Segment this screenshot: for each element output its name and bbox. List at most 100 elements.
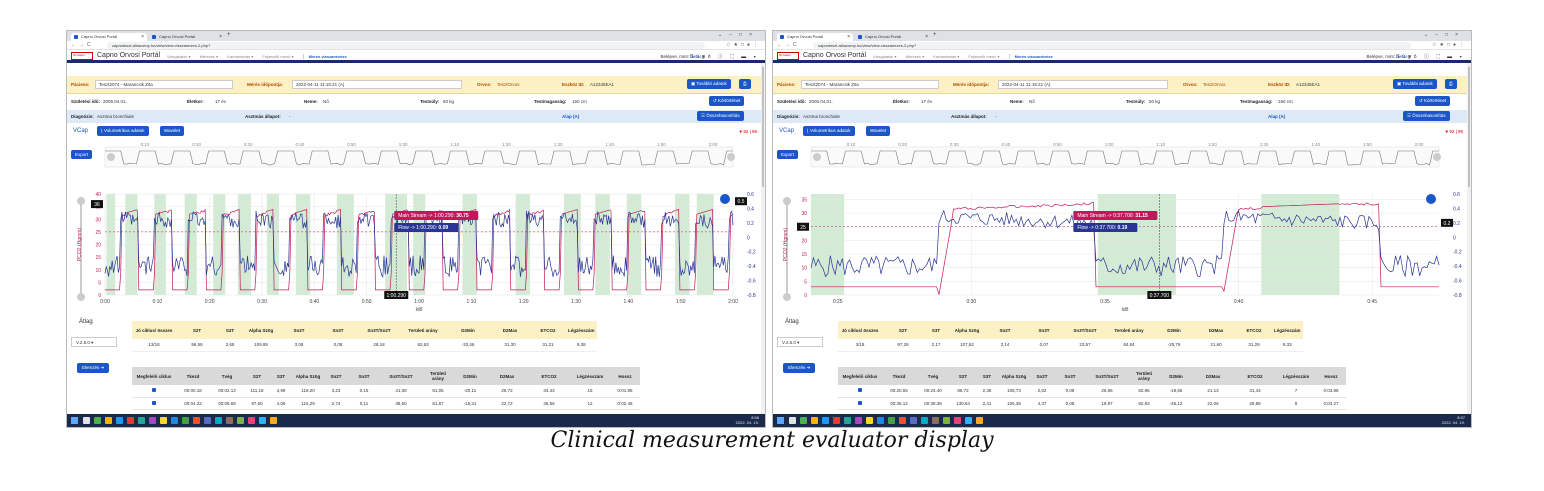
cycles-col-header[interactable]: D2Min xyxy=(454,367,486,385)
summary-col-header[interactable]: D2Min xyxy=(446,321,490,339)
menu-fejlesztoi[interactable]: Fejlesztői menü ▾ xyxy=(262,54,294,59)
cycles-col-header[interactable]: Sn3T xyxy=(1054,367,1086,385)
system-tray[interactable]: 8:58 2022. 04. 19. xyxy=(736,415,759,425)
summary-col-header[interactable]: Jó ciklus/ összes xyxy=(132,321,176,339)
version-select[interactable]: V.2.6.0 ▾ xyxy=(71,337,117,347)
taskbar-app-icon[interactable] xyxy=(193,417,200,424)
meas-time-select[interactable]: 2022-04-11 11:15:21 (A) xyxy=(292,80,462,89)
cycles-col-header[interactable]: ETCO2 xyxy=(528,367,570,385)
zoom-slider-bottom[interactable] xyxy=(783,293,791,301)
close-tab-icon[interactable]: × xyxy=(141,34,144,40)
cycle-checkbox-cell[interactable] xyxy=(838,397,882,410)
window-controls[interactable]: ⌄−□× xyxy=(717,32,759,38)
volumetric-button[interactable]: ⌊ Volumetrikus adatok xyxy=(97,126,149,136)
menu-fejlesztoi[interactable]: Fejlesztői menü ▾ xyxy=(968,54,1000,59)
taskbar-app-icon[interactable] xyxy=(259,417,266,424)
overview-handle-right[interactable] xyxy=(727,153,735,161)
scrollbar-thumb[interactable] xyxy=(1468,67,1470,187)
taskbar-app-icon[interactable] xyxy=(248,417,255,424)
taskbar-app-icon[interactable] xyxy=(800,417,807,424)
taskbar-app-icon[interactable] xyxy=(237,417,244,424)
summary-col-header[interactable]: D2Max xyxy=(490,321,530,339)
taskbar-app-icon[interactable] xyxy=(866,417,873,424)
zoom-slider-top[interactable] xyxy=(77,197,85,205)
summary-col-header[interactable]: Sn3T/Sn2T xyxy=(1064,321,1106,339)
menu-meresek[interactable]: Mérések ▾ xyxy=(199,54,219,59)
analyze-button[interactable]: Elemzés ➔ xyxy=(783,363,816,373)
summary-col-header[interactable]: Légzésszám xyxy=(566,321,597,339)
taskbar-app-icon[interactable] xyxy=(877,417,884,424)
summary-col-header[interactable]: D2Max xyxy=(1196,321,1236,339)
summary-col-header[interactable]: Sn3T xyxy=(1024,321,1064,339)
overview-handle-right[interactable] xyxy=(1433,153,1441,161)
browser-tab[interactable]: Capno Orvosi Portál × xyxy=(149,33,225,41)
summary-col-header[interactable]: Sn2T xyxy=(986,321,1024,339)
taskbar-app-icon[interactable] xyxy=(270,417,277,424)
compare-button[interactable]: ☰ Összehasonlítás xyxy=(1403,111,1450,121)
summary-col-header[interactable]: ETCO2 xyxy=(530,321,566,339)
taskbar-app-icon[interactable] xyxy=(899,417,906,424)
wavelet-button[interactable]: Wavelet xyxy=(160,126,185,136)
cycles-col-header[interactable]: Sn2T xyxy=(1030,367,1054,385)
zoom-slider-top[interactable] xyxy=(783,197,791,205)
summary-col-header[interactable]: Alpha Szög xyxy=(948,321,986,339)
export-button[interactable]: Export xyxy=(71,150,93,159)
patient-select[interactable]: Teszt2074 - Marancsik Zita xyxy=(801,80,939,89)
taskbar-app-icon[interactable] xyxy=(833,417,840,424)
more-data-button[interactable]: ▣ További adatok xyxy=(1393,79,1437,89)
summary-col-header[interactable]: S3T xyxy=(924,321,948,339)
taskbar-app-icon[interactable] xyxy=(226,417,233,424)
taskbar-app-icon[interactable] xyxy=(171,417,178,424)
taskbar-app-icon[interactable] xyxy=(811,417,818,424)
login-user[interactable]: demo xyxy=(690,54,702,59)
new-tab-icon[interactable]: + xyxy=(227,32,231,38)
cycles-col-header[interactable]: Alpha Szög xyxy=(998,367,1030,385)
overview-navigator[interactable]: 0:10 0:20 0:30 0:40 0:50 1:00 1:10 1:20 1:30 1:40… xyxy=(104,142,735,168)
cycles-col-header[interactable]: Területi arány xyxy=(422,367,454,385)
taskbar-app-icon[interactable] xyxy=(215,417,222,424)
page-scrollbar[interactable] xyxy=(761,63,765,414)
summary-col-header[interactable]: ETCO2 xyxy=(1236,321,1272,339)
taskbar-app-icon[interactable] xyxy=(149,417,156,424)
extension-icons[interactable]: ☆★□●⋮ xyxy=(1431,42,1467,48)
summary-col-header[interactable]: Területi arány xyxy=(400,321,446,339)
cycles-col-header[interactable]: D2Min xyxy=(1160,367,1192,385)
cycles-col-header[interactable]: D2Max xyxy=(486,367,528,385)
taskbar-app-icon[interactable] xyxy=(921,417,928,424)
cycles-col-header[interactable]: Légzésszám xyxy=(570,367,610,385)
windows-start-icon[interactable] xyxy=(777,417,784,424)
help-menu[interactable]: Súgó ⓘ ⛶ ▬ ▾ xyxy=(1395,54,1465,60)
system-tray[interactable]: 8:57 2022. 04. 19. xyxy=(1442,415,1465,425)
taskbar-app-icon[interactable] xyxy=(116,417,123,424)
wavelet-button[interactable]: Wavelet xyxy=(866,126,891,136)
taskbar-app-icon[interactable] xyxy=(844,417,851,424)
extension-icons[interactable]: ☆★□●⋮ xyxy=(725,42,761,48)
cycle-checkbox[interactable] xyxy=(858,400,862,405)
taskbar-app-icon[interactable] xyxy=(160,417,167,424)
taskbar-app-icon[interactable] xyxy=(965,417,972,424)
taskbar-app-icon[interactable] xyxy=(105,417,112,424)
menu-karbantartas[interactable]: Karbantartás ▾ xyxy=(227,54,254,59)
history-button[interactable]: ↺ Kórtörténet xyxy=(1415,96,1451,106)
menu-vizsgalatok[interactable]: Vizsgálatok ▾ xyxy=(167,54,191,59)
cycle-checkbox-cell[interactable] xyxy=(838,385,882,398)
cycles-col-header[interactable]: ETCO2 xyxy=(1234,367,1276,385)
menu-meres-visszanezese[interactable]: Mérés visszanézése xyxy=(302,54,347,59)
summary-col-header[interactable]: Sn3T/Sn2T xyxy=(358,321,400,339)
cycles-col-header[interactable]: Hossz xyxy=(610,367,640,385)
taskbar-app-icon[interactable] xyxy=(138,417,145,424)
cycle-checkbox[interactable] xyxy=(152,388,156,393)
taskbar-app-icon[interactable] xyxy=(83,417,90,424)
menu-karbantartas[interactable]: Karbantartás ▾ xyxy=(933,54,960,59)
print-button[interactable]: ⎙ xyxy=(1445,79,1457,89)
cycle-checkbox[interactable] xyxy=(152,400,156,405)
browser-tab-active[interactable]: Capno Orvosi Portál × xyxy=(777,33,853,41)
login-user[interactable]: demo xyxy=(1396,54,1408,59)
capnogram-chart[interactable]: 0:10 0:20 0:30 0:40 0:50 1:00 1:10 1:20 1:30 1:40… xyxy=(773,139,1469,311)
window-controls[interactable]: ⌄−□× xyxy=(1423,32,1465,38)
patient-select[interactable]: Teszt2074 - Marancsik Zita xyxy=(95,80,233,89)
taskbar-app-icon[interactable] xyxy=(822,417,829,424)
menu-meres-visszanezese[interactable]: Mérés visszanézése xyxy=(1008,54,1053,59)
close-tab-icon[interactable]: × xyxy=(219,34,222,40)
nav-buttons[interactable]: ←→C xyxy=(777,42,800,48)
